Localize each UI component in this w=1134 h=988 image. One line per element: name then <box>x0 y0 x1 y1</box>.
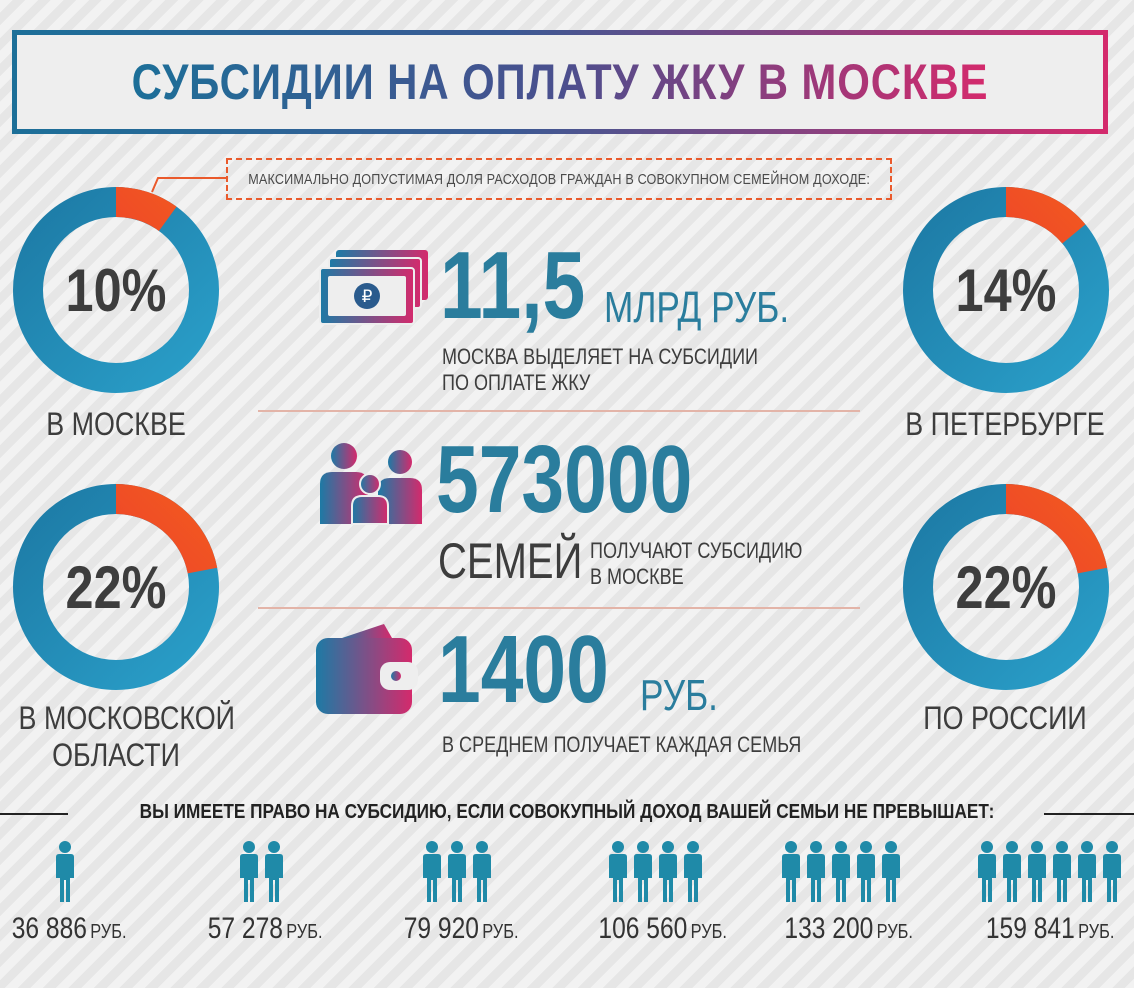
families-word: СЕМЕЙ <box>438 533 583 589</box>
income-amount: 106 560 <box>598 912 688 945</box>
average-number: 1400 <box>438 616 609 723</box>
donut-russia-label: ПО РОССИИ <box>923 700 1087 736</box>
people-group <box>196 840 326 904</box>
people-group <box>972 840 1126 904</box>
donut-moscow-region-label-line1: В МОСКОВСКОЙ <box>18 700 235 736</box>
income-limit: 79 920 РУБ. <box>403 912 519 946</box>
people-group <box>392 840 522 904</box>
divider-1 <box>258 410 860 412</box>
income-amount: 133 200 <box>784 912 874 945</box>
donut-petersburg-label: В ПЕТЕРБУРГЕ <box>905 406 1105 442</box>
family-icon <box>320 443 422 525</box>
families-desc-line2: В МОСКВЕ <box>590 564 684 589</box>
donut-moscow-value: 10% <box>65 256 167 324</box>
person-icon <box>56 841 74 902</box>
donut-moscow: 10% <box>11 185 221 395</box>
person-icon <box>608 841 627 902</box>
donut-share-segment <box>13 484 219 690</box>
income-currency: РУБ. <box>690 921 727 943</box>
donut-petersburg-value: 14% <box>955 256 1057 324</box>
person-icon <box>448 841 466 902</box>
criteria-title: ВЫ ИМЕЕТЕ ПРАВО НА СУБСИДИЮ, ЕСЛИ СОВОКУ… <box>139 801 995 823</box>
donut-moscow-region-label-line2: ОБЛАСТИ <box>52 736 180 773</box>
svg-text:₽: ₽ <box>362 287 373 307</box>
person-icon <box>832 841 850 902</box>
income-tier: 133 200 РУБ. <box>772 840 913 960</box>
income-tier: 79 920 РУБ. <box>392 840 522 960</box>
criteria-line-right <box>1044 813 1134 815</box>
person-icon <box>782 841 800 902</box>
max-share-note: МАКСИМАЛЬНО ДОПУСТИМАЯ ДОЛЯ РАСХОДОВ ГРА… <box>226 158 892 200</box>
average-desc: В СРЕДНЕМ ПОЛУЧАЕТ КАЖДАЯ СЕМЬЯ <box>442 732 802 757</box>
people-group <box>772 840 910 904</box>
income-limit: 106 560 РУБ. <box>598 912 727 946</box>
income-currency: РУБ. <box>286 921 323 943</box>
donut-moscow-region: 22% <box>11 482 221 692</box>
person-icon <box>857 841 875 902</box>
donut-moscow-region-value: 22% <box>65 553 167 621</box>
donut-share-segment <box>13 187 219 393</box>
income-limit: 133 200 РУБ. <box>784 912 913 946</box>
families-number: 573000 <box>436 426 693 533</box>
budget-number: 11,5 <box>440 232 586 339</box>
person-icon <box>658 841 677 902</box>
donut-moscow-label: В МОСКВЕ <box>46 406 186 442</box>
person-icon <box>1102 841 1121 902</box>
person-icon <box>633 841 652 902</box>
income-tier: 57 278 РУБ. <box>196 840 326 960</box>
people-group <box>586 840 724 904</box>
people-group <box>0 840 130 904</box>
person-icon <box>423 841 441 902</box>
max-share-note-text: МАКСИМАЛЬНО ДОПУСТИМАЯ ДОЛЯ РАСХОДОВ ГРА… <box>248 170 870 188</box>
income-limit: 57 278 РУБ. <box>207 912 323 946</box>
title-frame: СУБСИДИИ НА ОПЛАТУ ЖКУ В МОСКВЕ <box>12 30 1108 134</box>
donut-share-segment <box>903 187 1109 393</box>
person-icon <box>1027 841 1046 902</box>
families-desc-line1: ПОЛУЧАЮТ СУБСИДИЮ <box>590 538 803 563</box>
criteria-line-left <box>0 813 68 815</box>
budget-desc-line2: ПО ОПЛАТЕ ЖКУ <box>442 370 591 395</box>
donut-share-segment <box>903 484 1109 690</box>
wallet-icon <box>316 624 418 714</box>
income-tier: 106 560 РУБ. <box>586 840 727 960</box>
income-limit: 36 886 РУБ. <box>11 912 127 946</box>
money-stack-icon: ₽ <box>319 250 428 325</box>
person-icon <box>264 841 283 902</box>
income-currency: РУБ. <box>482 921 519 943</box>
donut-moscow-region-ring <box>13 484 219 690</box>
donut-petersburg: 14% <box>901 185 1111 395</box>
budget-unit: МЛРД РУБ. <box>604 283 790 332</box>
income-amount: 57 278 <box>207 912 283 945</box>
person-icon <box>882 841 900 902</box>
divider-2 <box>258 607 860 609</box>
average-unit: РУБ. <box>640 671 718 720</box>
note-connector <box>151 177 228 193</box>
person-icon <box>1052 841 1071 902</box>
person-icon <box>807 841 825 902</box>
person-icon <box>473 841 491 902</box>
donut-russia-ring <box>903 484 1109 690</box>
income-currency: РУБ. <box>1078 921 1115 943</box>
donut-moscow-ring <box>13 187 219 393</box>
income-currency: РУБ. <box>876 921 913 943</box>
income-currency: РУБ. <box>90 921 127 943</box>
donut-russia-value: 22% <box>955 553 1057 621</box>
page-title: СУБСИДИИ НА ОПЛАТУ ЖКУ В МОСКВЕ <box>131 54 989 110</box>
income-tier: 159 841 РУБ. <box>972 840 1126 960</box>
person-icon <box>239 841 258 902</box>
donut-petersburg-ring <box>903 187 1109 393</box>
income-amount: 79 920 <box>403 912 479 945</box>
income-amount: 36 886 <box>11 912 87 945</box>
income-tier: 36 886 РУБ. <box>0 840 130 960</box>
person-icon <box>1002 841 1021 902</box>
person-icon <box>683 841 702 902</box>
budget-desc-line1: МОСКВА ВЫДЕЛЯЕТ НА СУБСИДИИ <box>442 344 759 369</box>
donut-russia: 22% <box>901 482 1111 692</box>
person-icon <box>1077 841 1096 902</box>
income-limit: 159 841 РУБ. <box>985 912 1115 946</box>
person-icon <box>977 841 996 902</box>
income-amount: 159 841 <box>985 912 1075 945</box>
donut-moscow-region-label: В МОСКОВСКОЙ ОБЛАСТИ <box>18 700 235 774</box>
